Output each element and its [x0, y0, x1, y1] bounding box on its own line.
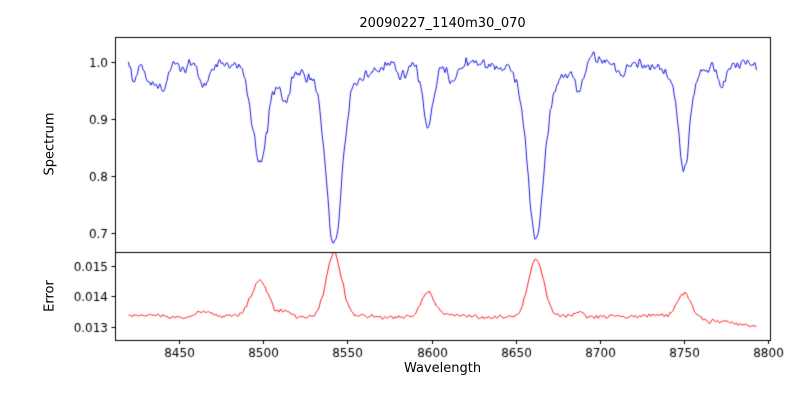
x-axis-label: Wavelength — [403, 361, 482, 376]
error-y-axis-label: Error — [42, 280, 58, 312]
chart-title: 20090227_1140m30_070 — [359, 16, 526, 31]
spectrum-y-axis-label: Spectrum — [42, 112, 58, 176]
